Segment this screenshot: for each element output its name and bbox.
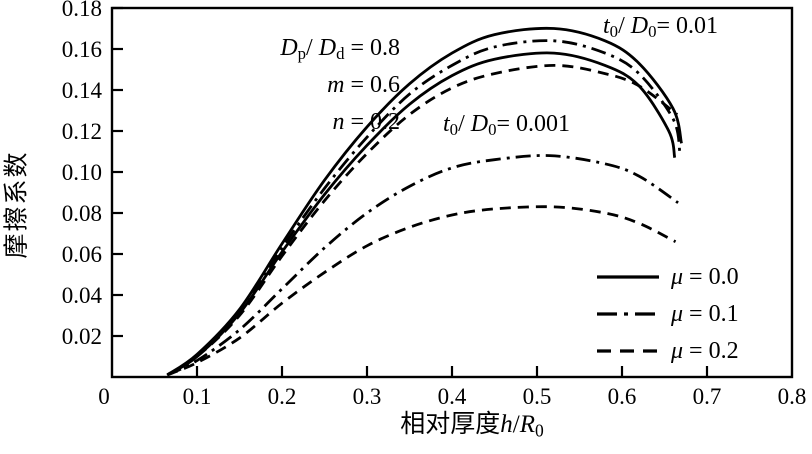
x-tick-label: 0.4 [438,384,467,409]
x-axis-label: 相对厚度h/R0 [400,411,544,441]
x-tick-label: 0.6 [608,384,637,409]
curve-group-label-t0d0-0001: t0/ D0= 0.001 [443,111,571,140]
legend-dashed-line-sample [597,346,659,356]
legend-dashdot-line-sample [597,309,659,319]
x-tick-label: 0.3 [353,384,382,409]
legend-row-mu-0.2: μ = 0.2 [597,332,739,369]
curve-t0-D0-0.01-mu-0.0 [166,26,683,377]
param-line-n: n = 0.2 [332,109,400,135]
x-tick-label: 0.7 [693,384,722,409]
x-tick-label: 0.2 [268,384,297,409]
y-tick-label: 0.08 [62,201,102,226]
parameter-annotations: Dp/ Dd = 0.8 m = 0.6 n = 0.2 [280,30,400,141]
curve-t0-D0-0.001-mu-0.1 [166,154,679,377]
y-tick-label: 0.06 [62,242,102,267]
param-line-dp-dd: Dp/ Dd = 0.8 [280,35,400,64]
y-tick-label: 0.04 [62,283,103,308]
param-line-m: m = 0.6 [327,72,400,98]
legend-label: μ = 0.0 [671,263,739,290]
y-tick-label: 0.18 [62,0,102,21]
y-tick-label: 0.14 [62,78,103,103]
legend-row-mu-0.1: μ = 0.1 [597,295,739,332]
x-tick-label: 0.1 [183,384,212,409]
y-tick-label: 0.16 [62,37,102,62]
curve-group-label-t0d0-001: t0/ D0= 0.01 [603,13,719,42]
curve-t0-D0-0.01-mu-0.2 [166,63,679,377]
y-tick-label: 0.02 [62,324,102,349]
legend-solid-line-sample [597,272,659,282]
curve-t0-D0-0.01-mu-0.1 [166,39,682,377]
legend-row-mu-0.0: μ = 0.0 [597,258,739,295]
legend-label: μ = 0.2 [671,337,739,364]
curve-t0-D0-0.001-mu-0.2 [166,205,677,377]
y-axis-label: 摩擦系数 [3,150,31,259]
x-tick-label: 0 [98,384,110,409]
x-tick-label: 0.5 [523,384,552,409]
y-tick-label: 0.12 [62,119,102,144]
curve-t0-D0-0.001-mu-0.0 [166,51,677,377]
legend: μ = 0.0 μ = 0.1 μ = 0.2 [597,258,739,369]
x-tick-label: 0.8 [778,384,807,409]
y-tick-label: 0.10 [62,160,102,185]
legend-label: μ = 0.1 [671,300,739,327]
